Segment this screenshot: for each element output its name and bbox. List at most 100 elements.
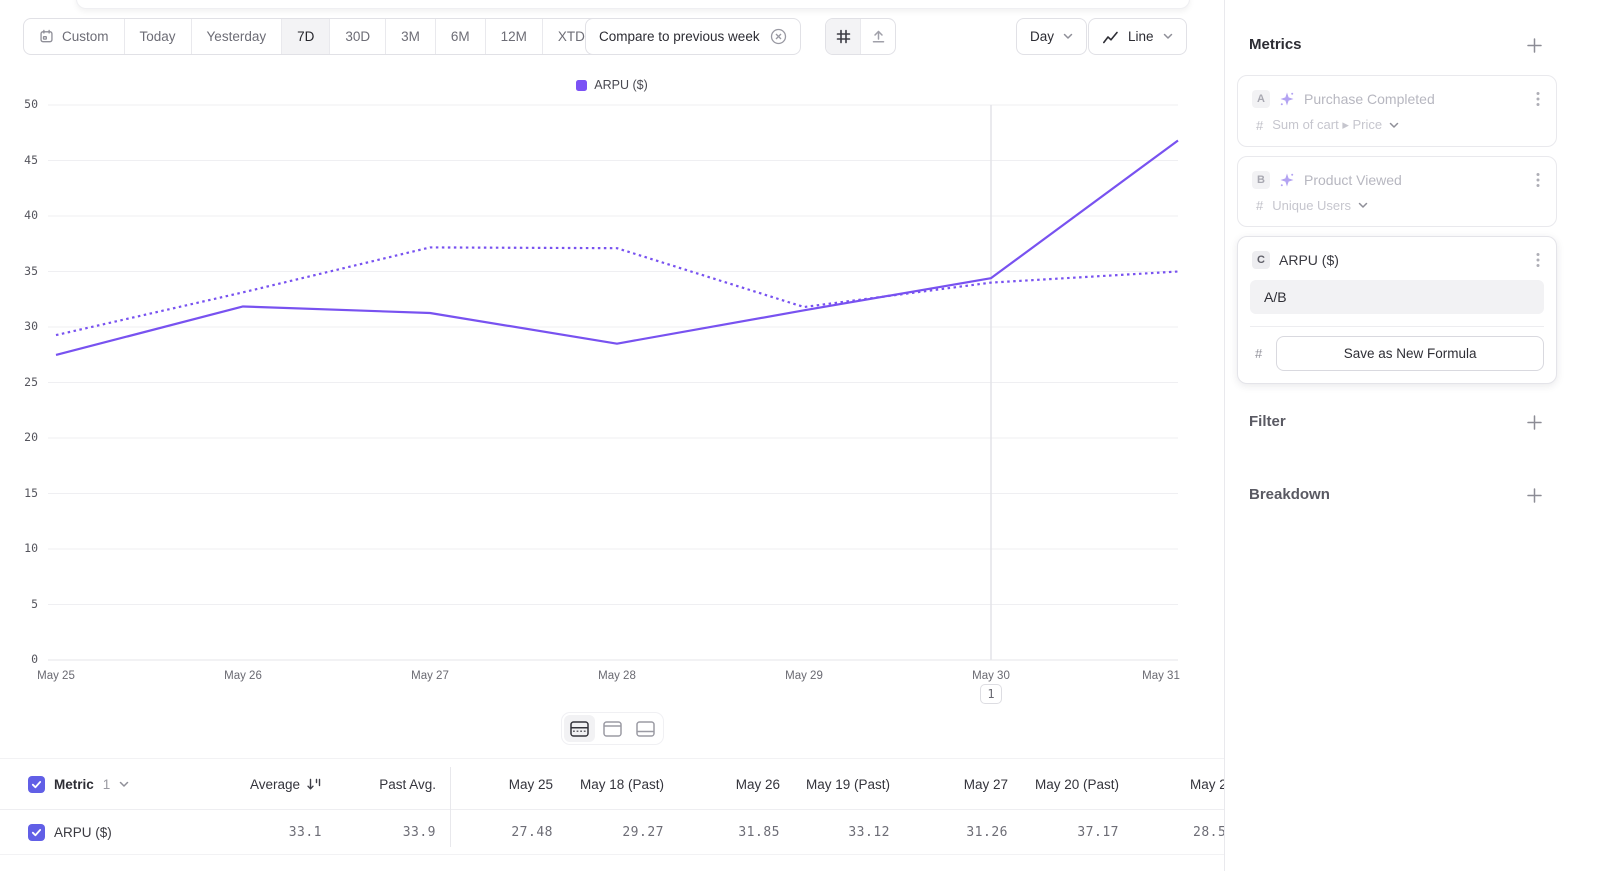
plus-icon [1526,37,1542,53]
series-solid-line[interactable] [55,139,1179,357]
metric-card-a[interactable]: A Purchase Completed # Sum of cart ▸ Pric… [1237,75,1557,147]
view-layout-toggle [0,712,1224,745]
y-tick-label: 15 [24,485,38,500]
metric-options-button[interactable] [1534,89,1542,109]
chart-type-label: Line [1128,29,1154,44]
formula-input[interactable]: A/B [1250,280,1544,314]
column-header-label: May 20 (Past) [1034,776,1119,792]
layout-split-horizontal-button[interactable] [563,715,595,742]
y-tick-label: 25 [24,374,38,389]
date-range-12m[interactable]: 12M [486,19,543,54]
split-horizontal-icon [569,720,589,737]
metric-select-all-checkbox[interactable] [28,775,45,793]
table-value: 33.1 [288,824,322,840]
metric-title: Product Viewed [1304,172,1402,188]
card-above-edge [76,0,1190,9]
date-range-yesterday[interactable]: Yesterday [192,19,283,54]
kebab-icon [1536,92,1540,106]
measure-selector[interactable]: Unique Users [1272,198,1368,213]
table-value: 33.9 [402,824,436,840]
table-column-divider [450,767,451,847]
metric-letter-badge: A [1252,90,1270,108]
metric-options-button[interactable] [1534,250,1542,270]
y-tick-label: 5 [31,596,38,611]
column-header-label: May 27 [963,776,1008,792]
sort-descending-icon[interactable] [306,777,322,791]
column-header-may-25[interactable]: May 25 [509,759,553,809]
date-range-3m[interactable]: 3M [386,19,436,54]
chevron-down-icon [1389,122,1399,128]
column-header-average[interactable]: Average [250,759,322,809]
interval-dropdown[interactable]: Day [1016,18,1088,55]
column-header-label: May 26 [735,776,780,792]
annotations-toggle[interactable] [861,19,895,54]
x-tick-label: May 29 [785,670,823,682]
remove-compare-icon[interactable] [770,28,787,45]
y-tick-label: 50 [24,97,38,111]
x-tick-label: May 31 [1142,670,1180,682]
row-metric-cell: ARPU ($) [28,810,112,854]
table-row[interactable]: ARPU ($) 33.1 33.9 27.48 29.27 31.85 33.12 31.… [0,810,1227,855]
line-chart[interactable]: 0 5 10 15 20 25 30 35 40 45 50 May 25 May 26 May 27 M… [0,95,1224,713]
table-value: 33.12 [848,824,890,840]
chevron-down-icon [1358,202,1368,208]
number-measure-icon: # [1255,346,1263,361]
metric-count: 1 [102,776,111,792]
x-tick-label: May 28 [598,670,636,682]
checkmark-icon [31,828,42,836]
metric-card-c[interactable]: C ARPU ($) A/B # Save as New Formula [1237,236,1557,384]
series-dotted-line[interactable] [55,246,1179,337]
compare-chip[interactable]: Compare to previous week [585,18,801,55]
date-range-7d[interactable]: 7D [282,19,331,54]
date-range-today[interactable]: Today [125,19,192,54]
add-metric-button[interactable] [1525,36,1543,54]
column-header-past-avg[interactable]: Past Avg. [379,759,436,809]
y-tick-label: 0 [31,652,38,666]
annotation-badge[interactable]: 1 [980,684,1002,704]
legend-label: ARPU ($) [594,78,648,92]
y-tick-label: 45 [24,152,38,167]
save-as-new-formula-button[interactable]: Save as New Formula [1276,336,1544,371]
x-tick-label: May 27 [411,670,449,682]
table-value: 29.27 [622,824,664,840]
line-chart-icon [1102,31,1118,43]
date-range-30d[interactable]: 30D [330,19,387,54]
chart-type-dropdown[interactable]: Line [1088,18,1187,55]
date-range-custom[interactable]: Custom [24,19,125,54]
column-header-may-19-past[interactable]: May 19 (Past) [806,759,890,809]
column-header-may-26[interactable]: May 26 [736,759,780,809]
add-filter-button[interactable] [1525,413,1543,431]
column-header-may-20-past[interactable]: May 20 (Past) [1035,759,1119,809]
column-header-label: May 2 [1190,776,1227,792]
add-breakdown-button[interactable] [1525,486,1543,504]
arrow-up-from-line-icon [872,30,884,43]
interval-label: Day [1030,29,1055,44]
table-value: 28.5 [1193,824,1227,840]
date-range-label: 3M [401,29,420,44]
number-measure-icon: # [1256,198,1264,213]
column-header-may-27[interactable]: May 27 [964,759,1008,809]
number-measure-icon: # [1256,117,1264,133]
absolute-values-toggle[interactable] [826,19,861,54]
hash-icon [836,29,850,44]
chevron-down-icon [119,781,129,788]
x-tick-label: May 26 [224,670,262,682]
row-checkbox[interactable] [28,823,45,841]
metric-selector[interactable]: Metric 1 [28,759,129,809]
checkmark-icon [31,780,42,788]
metric-options-button[interactable] [1534,170,1542,190]
column-header-may-2[interactable]: May 2 [1190,759,1227,809]
layout-chart-top-button[interactable] [597,715,628,742]
y-tick-label: 10 [24,541,38,555]
filter-section-title: Filter [1249,413,1286,430]
metric-card-b[interactable]: B Product Viewed # Unique Users [1237,156,1557,227]
date-range-label: 12M [500,29,527,44]
chart-canvas [48,104,1179,661]
measure-selector[interactable]: Sum of cart ▸ Price [1272,117,1399,133]
column-header-may-18-past[interactable]: May 18 (Past) [580,759,664,809]
layout-table-bottom-button[interactable] [630,715,661,742]
table-value: 37.17 [1077,824,1119,840]
date-range-label: 6M [450,29,470,44]
date-range-6m[interactable]: 6M [436,19,486,54]
